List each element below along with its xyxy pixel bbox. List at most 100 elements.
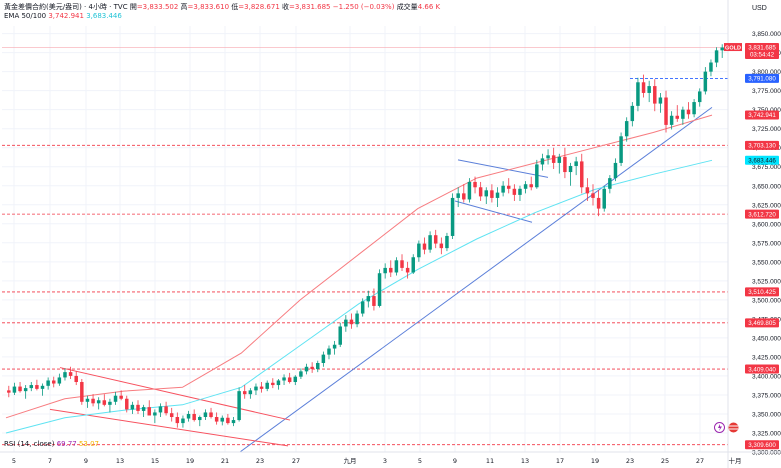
- candle-body: [467, 181, 472, 200]
- price-tag: [745, 50, 779, 60]
- price-tick-label: 3,725.000: [752, 126, 781, 133]
- candle-body: [293, 376, 298, 383]
- price-tick-label: 3,525.000: [752, 278, 781, 285]
- candle-body: [254, 386, 258, 391]
- candle-body: [669, 115, 674, 125]
- time-tick-label: 13: [116, 457, 124, 465]
- low-label: 低: [231, 3, 239, 11]
- symbol-title[interactable]: 黃金差價合約(美元/盎司) · 4小時 · TVC: [4, 3, 128, 11]
- time-tick-label: 23: [626, 457, 634, 465]
- candle-body: [557, 156, 562, 163]
- ema-legend[interactable]: EMA 50/100 3,742.941 3,683.446: [4, 12, 122, 20]
- candle-body: [490, 190, 494, 198]
- price-tick-label: 3,675.000: [752, 164, 781, 171]
- time-tick-label: 9: [84, 457, 88, 465]
- candle-body: [484, 190, 489, 197]
- us-flag-icon[interactable]: [728, 422, 739, 433]
- candle-body: [411, 257, 415, 273]
- candle-body: [613, 162, 618, 179]
- candle-body: [714, 50, 719, 63]
- candle-body: [242, 391, 247, 395]
- candle-body: [703, 71, 708, 92]
- time-axis: 5 7 9 13 15 19 21 23 27 九月 3 5 9 11 13 17 19 23 25 27 十月: [0, 451, 781, 465]
- time-tick-label: 9: [453, 457, 457, 465]
- ema-label: EMA 50/100: [4, 12, 47, 20]
- candle-body: [299, 371, 303, 377]
- candle-body: [360, 301, 365, 314]
- candle-body: [248, 390, 253, 395]
- candle-body: [681, 109, 685, 119]
- flag-upper: [457, 159, 549, 178]
- channel-upper: [59, 367, 291, 421]
- candle-body: [366, 296, 371, 302]
- candle-body: [585, 187, 590, 194]
- event-icons[interactable]: [714, 421, 740, 435]
- change-value: −1.250 (−0.03%): [332, 3, 395, 11]
- time-tick-label: 19: [186, 457, 194, 465]
- trend-drawings: [49, 106, 713, 453]
- candle-body: [35, 385, 39, 389]
- time-tick-label: 19: [591, 457, 599, 465]
- time-tick-label: 7: [48, 457, 52, 465]
- candle-body: [535, 164, 539, 188]
- time-tick-label: 21: [221, 457, 229, 465]
- candle-body: [130, 404, 135, 410]
- candle-body: [608, 178, 612, 189]
- high-label: 高: [180, 3, 188, 11]
- price-tag: [745, 73, 779, 83]
- time-tick-label: 23: [256, 457, 264, 465]
- candle-body: [23, 388, 28, 392]
- ascending-trendline: [239, 106, 713, 453]
- candle-body: [653, 86, 657, 104]
- price-tick-label: 3,300.000: [752, 450, 781, 457]
- price-tag-text: 3,469.805: [748, 320, 776, 327]
- candle-body: [591, 193, 595, 198]
- candle-body: [596, 197, 601, 209]
- rsi-legend[interactable]: RSI (14, close) 69.77 53.07: [4, 440, 99, 448]
- price-tag-text: 3,742.941: [748, 112, 776, 119]
- price-tick-label: 3,400.000: [752, 373, 781, 380]
- candle-body: [7, 390, 11, 393]
- price-tag: [745, 140, 779, 150]
- volume-label: 成交量: [396, 3, 418, 11]
- ema100-line: [5, 159, 713, 434]
- volume-value: 4.66 K: [417, 3, 441, 11]
- close-value: =3,831.685: [289, 3, 331, 11]
- candle-body: [658, 97, 663, 104]
- time-tick-label: 17: [556, 457, 564, 465]
- candle-body: [214, 417, 219, 422]
- candle-body: [462, 193, 466, 200]
- candle-body: [568, 165, 573, 173]
- candle-body: [12, 386, 17, 393]
- candle-body: [181, 418, 185, 424]
- price-tag: [745, 364, 779, 374]
- candle-body: [445, 235, 449, 249]
- price-tag-text: 3,831.685: [748, 45, 776, 52]
- candle-body: [506, 185, 511, 189]
- price-tag: [745, 440, 779, 450]
- candle-body: [74, 375, 78, 383]
- candle-body: [125, 398, 129, 410]
- candle-body: [96, 400, 101, 404]
- candle-body: [136, 404, 140, 411]
- price-tag: [745, 209, 779, 219]
- price-tick-label: 3,500.000: [752, 297, 781, 304]
- candle-body: [529, 184, 533, 188]
- candle-body: [113, 395, 118, 402]
- price-tick-label: 3,650.000: [752, 183, 781, 190]
- candle-body: [344, 319, 348, 327]
- candle-body: [512, 188, 517, 195]
- time-tick-label: 15: [151, 457, 159, 465]
- candle-body: [85, 398, 90, 402]
- candle-body: [636, 82, 640, 106]
- price-tick-label: 3,800.000: [752, 69, 781, 76]
- price-tag: [745, 318, 779, 328]
- price-tick-label: 3,600.000: [752, 221, 781, 228]
- price-tag-text: 03:54:42: [750, 52, 775, 59]
- symbol-tag-text: GOLD: [725, 45, 741, 51]
- candle-body: [316, 362, 320, 370]
- time-tick-label: 5: [418, 457, 422, 465]
- symbol-header: 黃金差價合約(美元/盎司) · 4小時 · TVC 開=3,833.502 高=…: [4, 2, 440, 12]
- candle-body: [551, 155, 556, 163]
